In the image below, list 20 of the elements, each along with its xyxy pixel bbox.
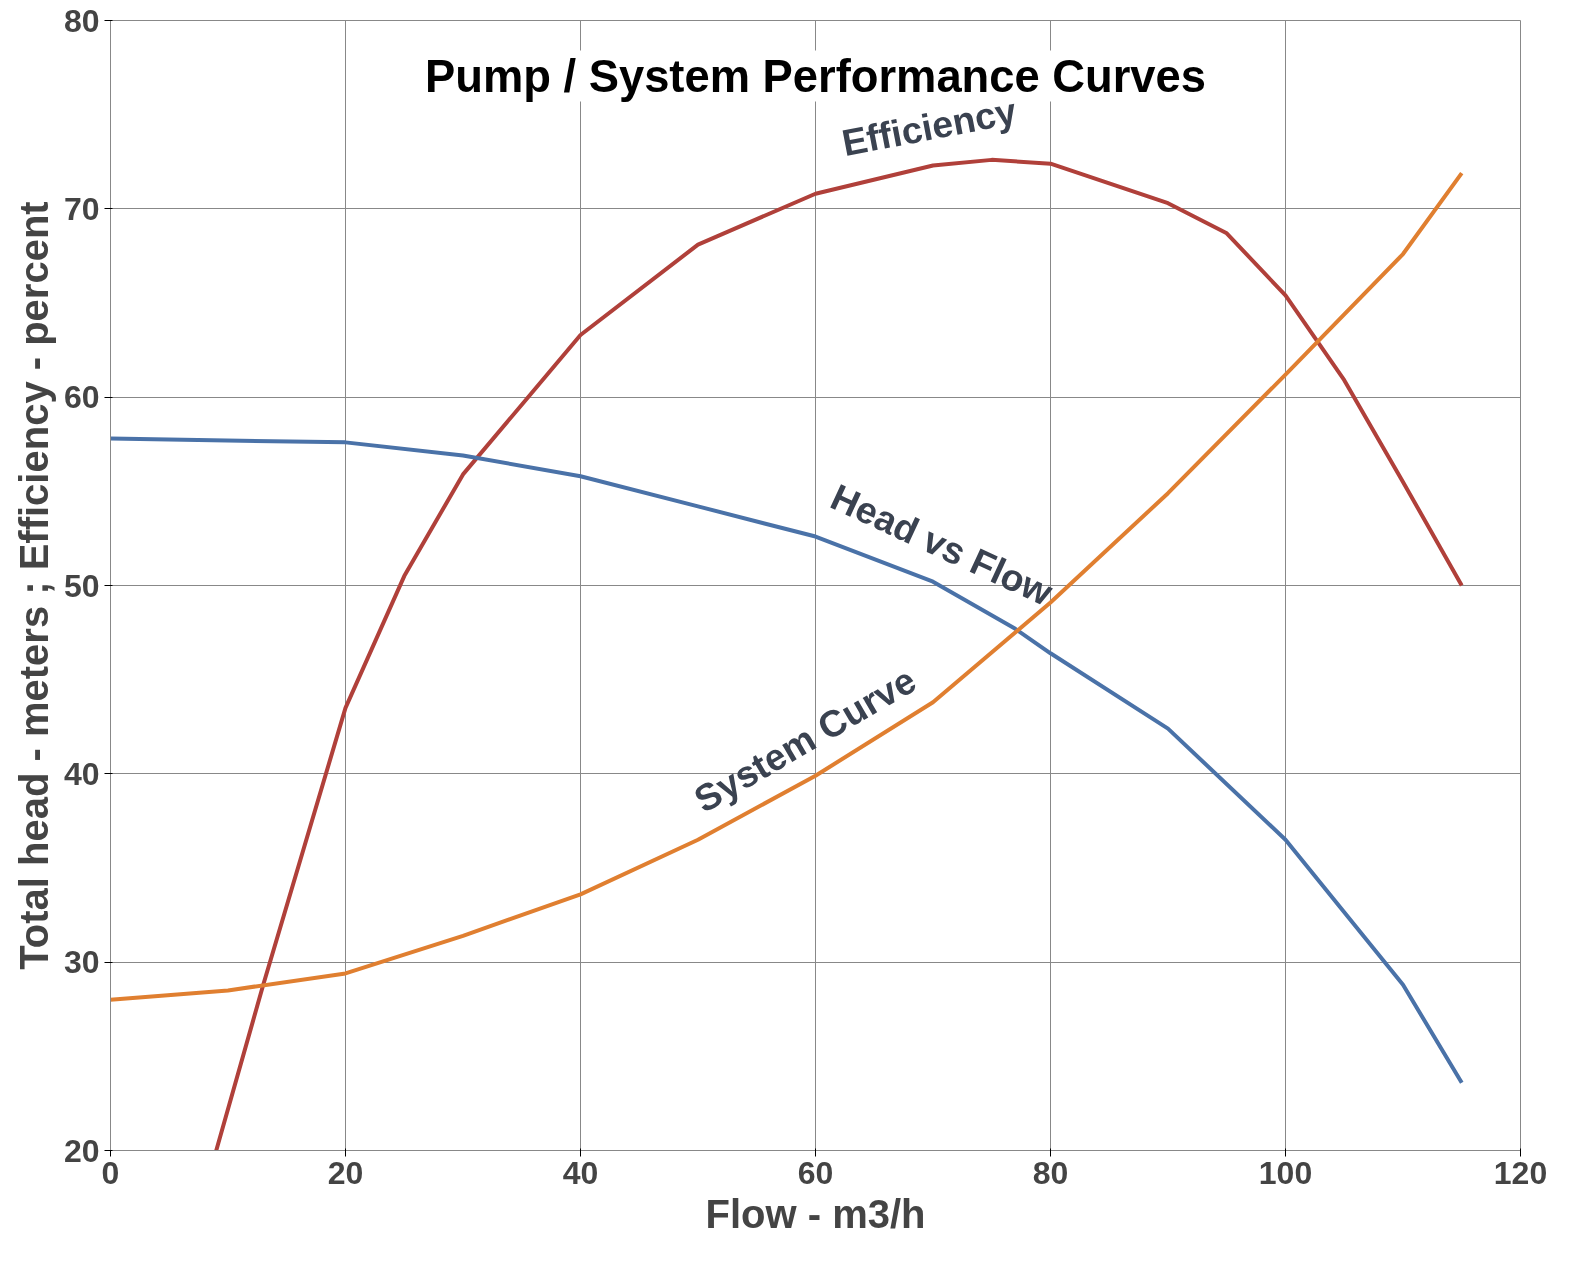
- line-series: [110, 171, 1464, 1002]
- x-axis-title: Flow - m3/h: [705, 1191, 926, 1236]
- x-tick-label: 100: [1258, 1154, 1313, 1191]
- y-tick-label: 80: [63, 2, 100, 39]
- x-tick-label: 120: [1493, 1154, 1548, 1191]
- x-tick-label: 40: [562, 1154, 599, 1191]
- y-tick-label: 70: [63, 190, 100, 227]
- y-tick-label: 60: [63, 379, 100, 416]
- text: Head vs Flow: [824, 475, 1060, 615]
- x-tick-label: 20: [327, 1154, 364, 1191]
- y-axis-title: Total head - meters ; Efficiency - percent: [11, 201, 56, 970]
- y-tick-label: 30: [63, 944, 100, 981]
- y-tick-label: 50: [63, 567, 100, 604]
- x-tick-label: 0: [101, 1154, 120, 1191]
- line-series: [110, 436, 1464, 1085]
- line-series: [214, 157, 1464, 1151]
- y-tick-label: 40: [63, 755, 100, 792]
- x-tick-label: 60: [797, 1154, 834, 1191]
- text: Pump / System Performance Curves: [425, 50, 1206, 102]
- x-tick-label: 80: [1032, 1154, 1069, 1191]
